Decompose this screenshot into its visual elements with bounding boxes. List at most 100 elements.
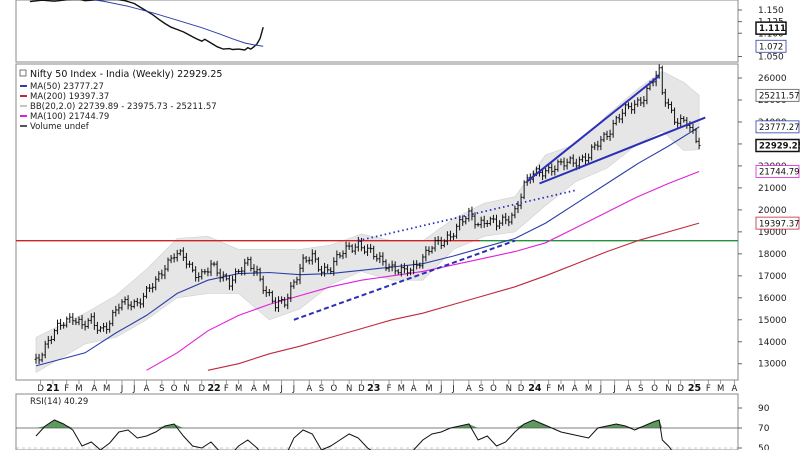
price-bar (96, 321, 99, 334)
price-bar (559, 158, 563, 166)
price-bar (77, 316, 81, 326)
time-axis-label: S (159, 384, 164, 394)
price-bar (393, 261, 397, 275)
price-bar (86, 318, 90, 329)
price-value-badge-text: 25211.57 (759, 92, 800, 102)
price-bar (145, 285, 148, 299)
price-axis-tick-label: 20000 (758, 206, 787, 216)
price-bar (132, 299, 136, 309)
price-bar (317, 257, 320, 272)
price-bar (427, 246, 431, 256)
top-indicator-panel (29, 0, 264, 51)
legend-entry: MA(200) 19397.37 (30, 92, 109, 102)
price-bar (485, 220, 489, 228)
price-bar (166, 257, 170, 272)
price-bar (697, 137, 701, 150)
price-bar (479, 216, 483, 229)
price-bar (691, 123, 695, 134)
price-bar (667, 98, 670, 109)
price-axis-tick-label: 13000 (758, 360, 787, 370)
price-bar (519, 193, 523, 210)
time-axis-label: N (346, 384, 352, 394)
price-bar (181, 247, 185, 261)
main-panel-frame (15, 63, 739, 381)
price-bar (237, 269, 241, 274)
price-bar (353, 243, 357, 255)
rsi-axis-tick-label: 50 (758, 444, 770, 450)
price-bar (694, 128, 698, 144)
price-bar (682, 116, 686, 123)
price-bar (387, 263, 391, 272)
price-bar (117, 303, 121, 315)
price-bar (151, 282, 155, 293)
price-bar (498, 220, 501, 230)
top-value-badge-box (755, 21, 787, 35)
price-bar (320, 265, 323, 277)
price-legend: Nifty 50 Index - India (Weekly) 22929.25… (19, 69, 222, 132)
price-bar (323, 262, 326, 277)
price-bar (550, 163, 554, 176)
price-bar (396, 269, 400, 275)
price-bar (513, 205, 517, 219)
time-axis-label: A (91, 384, 97, 394)
price-bar (642, 96, 646, 108)
time-axis-label: N (183, 384, 189, 394)
price-bar (473, 212, 477, 229)
price-bar (221, 271, 225, 282)
price-bar (212, 261, 216, 267)
price-bar (261, 275, 265, 294)
time-axis-label: M (557, 384, 564, 394)
legend-entry: MA(50) 23777.27 (30, 82, 104, 92)
price-bar (403, 263, 406, 274)
ma200-line (207, 222, 700, 371)
price-bar (194, 266, 198, 282)
time-axis-label: S (319, 384, 324, 394)
rsi-axis-tick-label: 70 (758, 424, 770, 434)
price-bar (154, 276, 158, 291)
price-bar (108, 320, 112, 333)
price-bar (203, 268, 207, 275)
price-bar (645, 84, 649, 105)
price-bar (258, 267, 262, 282)
price-bar (123, 296, 127, 305)
trendline-3 (539, 116, 706, 185)
price-bar (630, 102, 633, 114)
price-bar (71, 312, 75, 326)
price-value-badge-box (755, 138, 800, 153)
price-bar (673, 107, 676, 125)
trendline-0 (293, 239, 516, 321)
price-bar (409, 267, 412, 276)
time-axis-label: J (132, 384, 136, 394)
price-bar (304, 256, 308, 263)
price-bar (292, 279, 296, 289)
price-bar (679, 114, 683, 128)
price-axis-tick-label: 18000 (758, 250, 787, 260)
price-value-badge: 19397.37 (755, 216, 800, 230)
time-axis-label: N (665, 384, 671, 394)
time-axis-label: J (120, 384, 124, 394)
price-bar (381, 252, 385, 266)
price-bar (274, 297, 277, 312)
price-bar (83, 320, 87, 331)
price-bar (584, 152, 587, 165)
price-bar (163, 264, 167, 280)
top-axis-tick-label: 1.150 (758, 6, 784, 16)
top-value-badge-text: 1.111 (759, 24, 786, 34)
price-bar (436, 236, 440, 245)
price-bar (522, 180, 526, 200)
time-axis-label: F (546, 384, 551, 394)
price-bar (37, 353, 41, 365)
price-bar (246, 256, 250, 266)
time-axis-label: A (306, 384, 312, 394)
time-axis-label: O (490, 384, 497, 394)
price-axis: 2600025000240002300022000210002000019000… (738, 74, 800, 370)
price-bar (46, 336, 50, 349)
time-axis-label: J (599, 384, 603, 394)
price-bar (209, 259, 213, 277)
price-bar (620, 108, 624, 124)
price-bar (599, 135, 603, 151)
time-axis-label: D (518, 384, 525, 394)
time-axis-label: F (224, 384, 229, 394)
time-axis-label: A (732, 384, 738, 394)
